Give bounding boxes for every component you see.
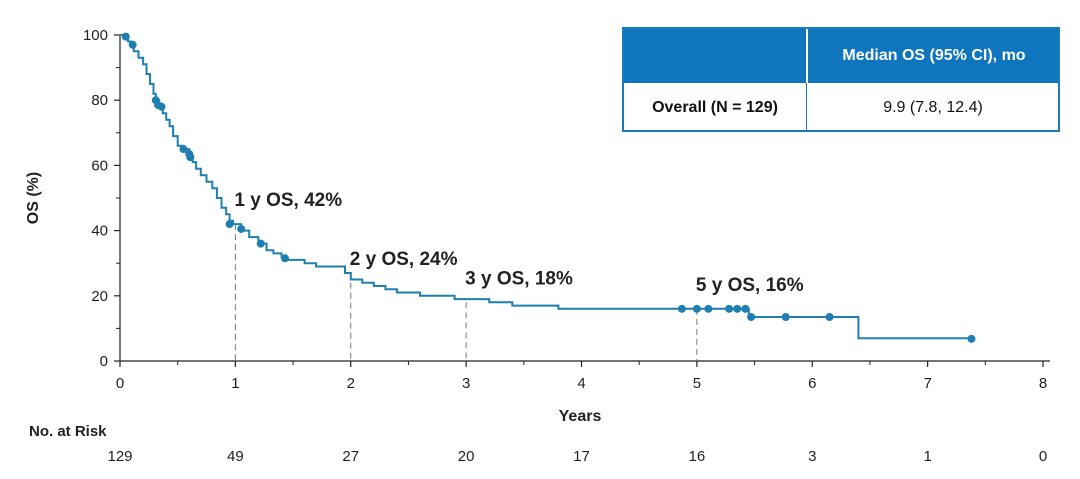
annotation-label: 3 y OS, 18%: [465, 268, 573, 289]
y-tick-label: 0: [100, 353, 108, 370]
risk-table-value: 3: [808, 448, 816, 465]
x-tick-label: 3: [462, 375, 470, 392]
median-os-table: Median OS (95% CI), mo Overall (N = 129)…: [622, 27, 1060, 132]
risk-table-value: 1: [923, 448, 931, 465]
x-tick-label: 1: [231, 375, 239, 392]
censor-point: [704, 304, 713, 313]
x-tick-label: 5: [693, 375, 701, 392]
risk-table: No. at Risk 129 49 27 20 17 16 3 1 0: [29, 423, 1047, 465]
x-tick-label: 2: [347, 375, 355, 392]
censor-point: [781, 312, 790, 321]
x-tick-label: 6: [808, 375, 816, 392]
risk-table-value: 20: [458, 448, 475, 465]
median-table-header-bar: [624, 29, 1058, 83]
x-tick-label: 0: [116, 375, 124, 392]
censor-point: [128, 40, 137, 49]
x-axis-title: Years: [559, 408, 602, 425]
annotation-label: 1 y OS, 42%: [234, 190, 342, 211]
censor-point: [747, 312, 756, 321]
censor-point: [121, 32, 130, 41]
x-tick-label: 8: [1039, 375, 1047, 392]
risk-table-value: 0: [1039, 448, 1047, 465]
median-table-row-value: 9.9 (7.8, 12.4): [883, 98, 983, 116]
axes: 0 20 40 60 80 100 0 1 2 3 4 5 6 7 8 OS (%) Years: [25, 27, 1050, 425]
median-table-divider-lower: [806, 83, 807, 132]
censor-point: [237, 224, 246, 233]
x-tick-label: 7: [923, 375, 931, 392]
y-tick-label: 60: [91, 157, 108, 174]
y-ticks: 0 20 40 60 80 100: [83, 27, 120, 370]
survival-curve: [120, 34, 974, 340]
median-table-header: Median OS (95% CI), mo: [842, 47, 1026, 64]
censor-point: [725, 304, 734, 313]
censor-marks: [121, 32, 976, 343]
censor-point: [186, 153, 195, 162]
risk-table-value: 49: [227, 448, 244, 465]
annotations: 1 y OS, 42% 2 y OS, 24% 3 y OS, 18% 5 y OS,…: [234, 190, 803, 296]
risk-table-label: No. at Risk: [29, 423, 107, 440]
y-tick-label: 80: [91, 92, 108, 109]
median-table-divider: [806, 29, 808, 130]
x-ticks: 0 1 2 3 4 5 6 7 8: [116, 361, 1047, 392]
annotation-label: 5 y OS, 16%: [696, 275, 804, 296]
censor-point: [741, 304, 750, 313]
censor-point: [967, 334, 976, 343]
censor-point: [677, 304, 686, 313]
censor-point: [179, 145, 188, 154]
censor-point: [256, 239, 265, 248]
risk-table-value: 17: [573, 448, 590, 465]
risk-table-value: 16: [689, 448, 706, 465]
censor-point: [280, 254, 289, 263]
y-tick-label: 40: [91, 223, 108, 240]
risk-table-value: 27: [342, 448, 359, 465]
risk-table-value: 129: [107, 448, 132, 465]
x-tick-label: 4: [577, 375, 585, 392]
y-tick-label: 100: [83, 27, 108, 44]
censor-point: [157, 102, 166, 111]
censor-point: [733, 304, 742, 313]
annotation-label: 2 y OS, 24%: [350, 249, 458, 270]
censor-point: [692, 304, 701, 313]
median-table-row-label: Overall (N = 129): [652, 98, 778, 116]
y-axis-title: OS (%): [25, 172, 42, 224]
annotation-drop-lines: [234, 224, 698, 361]
censor-point: [825, 312, 834, 321]
y-tick-label: 20: [91, 288, 108, 305]
censor-point: [225, 220, 234, 229]
